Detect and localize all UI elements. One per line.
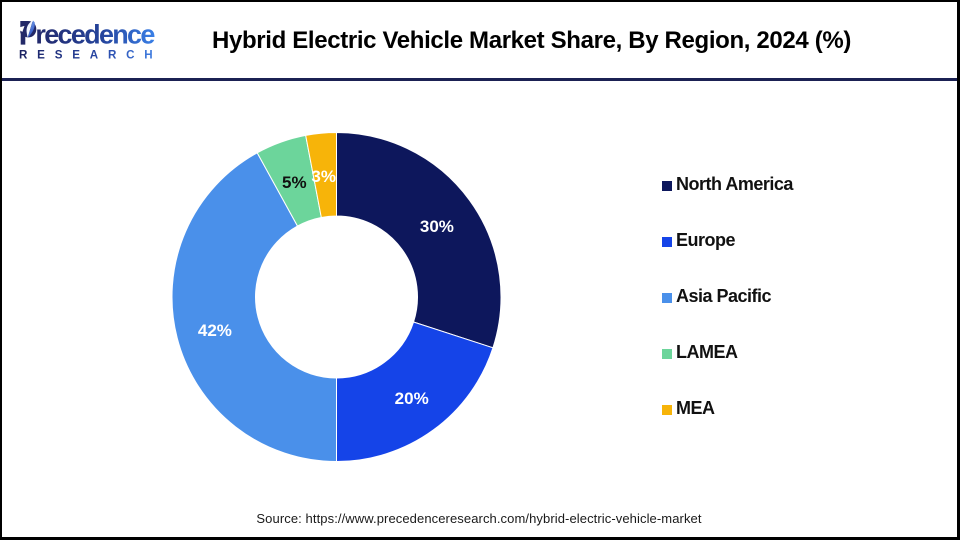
svg-text:recedence: recedence [35, 20, 155, 50]
svg-text:RESEARCH: RESEARCH [19, 48, 162, 61]
